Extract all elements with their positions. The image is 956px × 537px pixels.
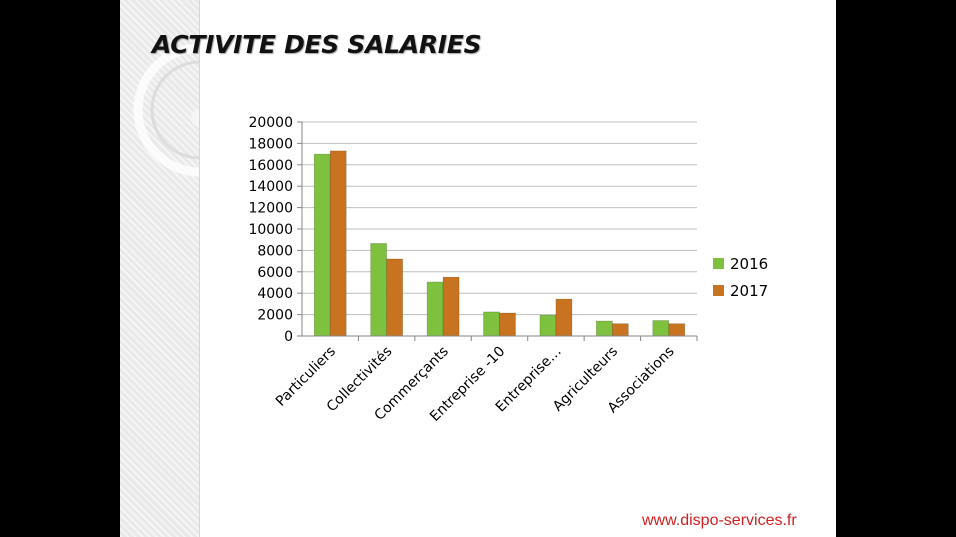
grid-lines bbox=[302, 121, 697, 316]
bar-2017 bbox=[499, 312, 516, 337]
y-tick-label: 6000 bbox=[257, 265, 293, 281]
y-tick-label: 14000 bbox=[248, 179, 293, 195]
bar-2016 bbox=[539, 314, 557, 337]
bar-2017 bbox=[329, 150, 347, 337]
y-tick-labels: 0 2000 4000 6000 8000 10000 12000 14000 16000 180… bbox=[248, 115, 293, 345]
bar-chart: 0 2000 4000 6000 8000 10000 12000 14000 16000 180… bbox=[248, 115, 768, 425]
y-tick-label: 12000 bbox=[248, 201, 293, 217]
x-category-labels: ParticuliersCollectivitésCommerçantsEntr… bbox=[273, 344, 678, 425]
bar-2017 bbox=[555, 298, 573, 337]
bar-2017 bbox=[386, 258, 403, 337]
bar-2016 bbox=[596, 320, 613, 337]
bar-2016 bbox=[370, 243, 387, 337]
bar-2016 bbox=[426, 281, 444, 337]
bar-2016 bbox=[483, 311, 500, 337]
y-tick-label: 4000 bbox=[257, 286, 293, 302]
y-tick-label: 10000 bbox=[248, 222, 293, 238]
bars bbox=[313, 150, 686, 337]
legend-label: 2017 bbox=[730, 282, 768, 300]
y-tick-label: 16000 bbox=[248, 158, 293, 174]
legend-label: 2016 bbox=[730, 255, 768, 273]
y-tick-label: 2000 bbox=[257, 308, 293, 324]
bar-2017 bbox=[612, 323, 629, 337]
slide-title: ACTIVITE DES SALARIES bbox=[152, 30, 482, 59]
slide: ACTIVITE DES SALARIES 0 2000 4000 6000 8000 1… bbox=[120, 0, 836, 537]
y-tick-label: 20000 bbox=[248, 115, 293, 131]
bar-2016 bbox=[313, 153, 331, 337]
bar-2016 bbox=[652, 320, 670, 337]
decorative-side-band bbox=[120, 0, 267, 537]
website-url[interactable]: www.dispo-services.fr bbox=[642, 512, 797, 529]
y-tick-label: 0 bbox=[284, 329, 293, 345]
y-tick-label: 8000 bbox=[257, 243, 293, 259]
legend: 2016 2017 bbox=[713, 255, 768, 300]
legend-swatch-2017 bbox=[713, 285, 724, 296]
legend-swatch-2016 bbox=[713, 258, 724, 269]
bar-2017 bbox=[668, 323, 686, 337]
bar-2017 bbox=[442, 276, 460, 337]
axes bbox=[297, 121, 698, 341]
y-tick-label: 18000 bbox=[248, 136, 293, 152]
